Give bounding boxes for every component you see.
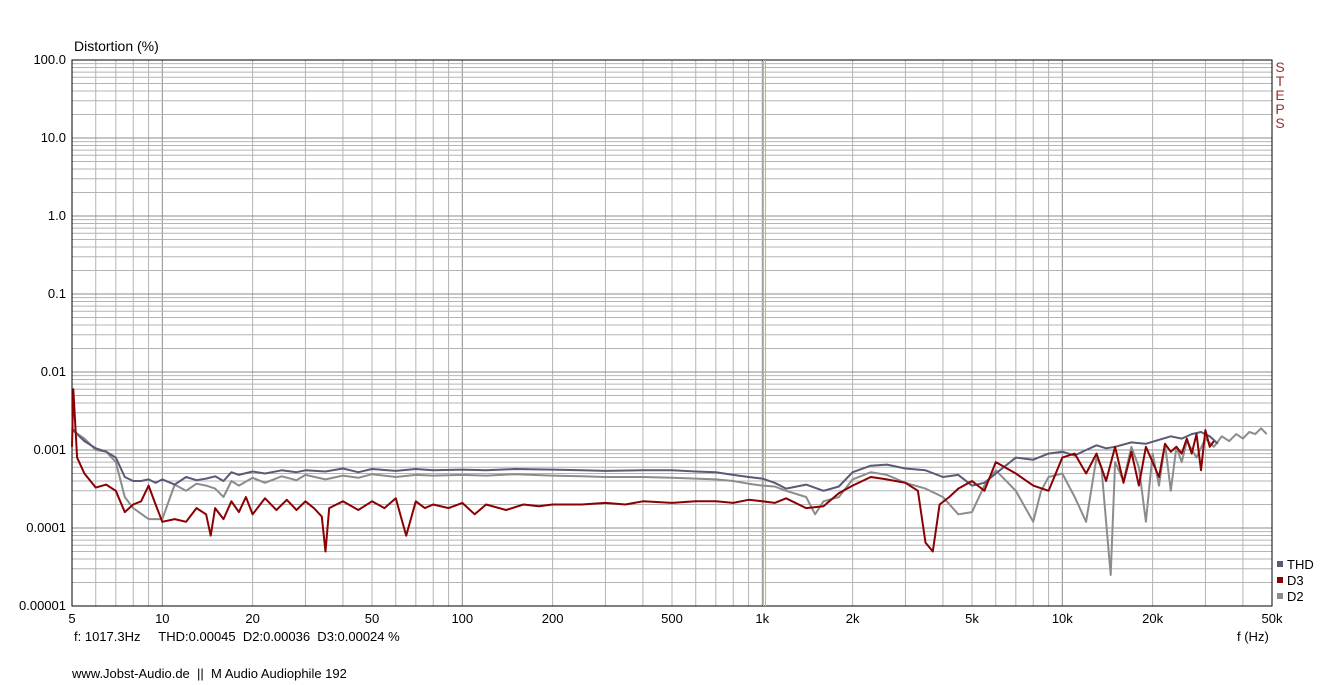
legend-swatch-d3 [1277, 577, 1283, 583]
x-tick-label: 20k [1142, 611, 1164, 626]
y-tick-label: 0.01 [40, 364, 66, 379]
x-tick-label: 20 [245, 611, 260, 626]
series-line-d3 [71, 388, 1215, 553]
series-line-thd [71, 427, 1219, 492]
y-tick-label: 0.00001 [19, 598, 66, 613]
x-tick-label: 1k [755, 611, 770, 626]
steps-letter: P [1275, 101, 1285, 117]
x-tick-label: 5k [965, 611, 979, 626]
steps-letter: E [1275, 87, 1285, 103]
y-tick-label: 100.0 [33, 52, 66, 67]
legend-swatch-d2 [1277, 593, 1283, 599]
legend-item-thd: THD [1277, 556, 1314, 572]
x-tick-label: 200 [541, 611, 564, 626]
chart-grid [71, 59, 1273, 607]
y-tick-label: 0.0001 [26, 520, 66, 535]
x-tick-label: 50k [1261, 611, 1283, 626]
legend-label-d3: D3 [1287, 572, 1304, 588]
legend-item-d3: D3 [1277, 572, 1314, 588]
frequency-marker [763, 60, 767, 606]
legend-item-d2: D2 [1277, 588, 1314, 604]
x-tick-label: 100 [451, 611, 474, 626]
steps-letter: T [1275, 73, 1285, 89]
x-tick-label: 500 [661, 611, 683, 626]
y-tick-label: 0.001 [33, 442, 66, 457]
y-axis-title: Distortion (%) [74, 38, 159, 54]
y-tick-label: 0.1 [47, 286, 66, 301]
legend-label-d2: D2 [1287, 588, 1304, 604]
cursor-readout: f: 1017.3Hz THD:0.00045 D2:0.00036 D3:0.… [74, 629, 400, 644]
x-tick-label: 50 [364, 611, 380, 626]
y-tick-label: 1.0 [47, 208, 66, 223]
chart-series [71, 388, 1268, 576]
legend-swatch-thd [1277, 561, 1283, 567]
legend-label-thd: THD [1287, 556, 1314, 572]
chart-legend: THD D3 D2 [1277, 556, 1314, 604]
steps-letter: S [1275, 59, 1285, 75]
y-tick-label: 10.0 [40, 130, 66, 145]
x-tick-label: 2k [845, 611, 860, 626]
x-tick-label: 5 [68, 611, 76, 626]
steps-label: S T E P S [1273, 60, 1287, 130]
x-axis-title: f (Hz) [1237, 629, 1269, 644]
x-tick-label: 10k [1051, 611, 1073, 626]
plot-frame [71, 59, 1273, 607]
steps-letter: S [1275, 115, 1285, 131]
x-tick-label: 10 [155, 611, 170, 626]
footer-caption: www.Jobst-Audio.de || M Audio Audiophile… [72, 666, 347, 681]
